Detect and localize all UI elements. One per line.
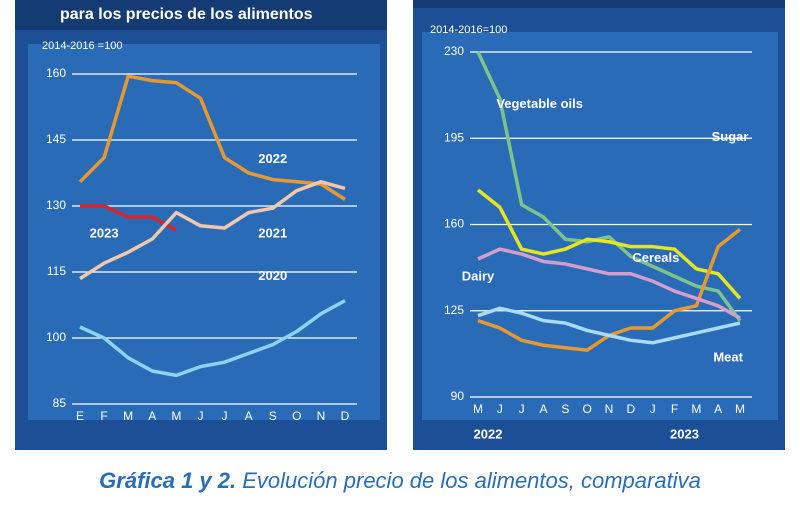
series-line [79,299,346,378]
title-band [413,0,785,8]
series-label: Cereals [632,250,679,265]
series-line [79,180,346,281]
x-tick-label: S [561,402,569,416]
x-tick-label: A [714,402,722,416]
x-tick-label: A [245,409,253,423]
unit-label: 2014-2016 =100 [42,40,122,52]
series-label: Dairy [462,268,495,283]
series-label: 2020 [258,268,287,283]
y-tick-label: 100 [46,330,66,344]
series-label: Sugar [712,129,749,144]
y-tick-label: 125 [444,303,464,317]
plot-area [422,32,778,420]
x-tick-label: S [269,409,277,423]
x-tick-label: F [100,409,107,423]
y-tick-label: 90 [451,389,465,403]
series-line [476,188,742,300]
series-line [80,204,178,232]
x-tick-label: J [519,402,525,416]
chart-title: para los precios de los alimentos [60,6,313,23]
x-tick-label: M [123,409,133,423]
caption: Gráfica 1 y 2. Evolución precio de los a… [99,468,701,493]
year-label: 2022 [474,426,503,441]
x-tick-label: O [292,409,301,423]
y-tick-label: 145 [46,132,66,146]
x-tick-label: O [582,402,591,416]
x-tick-label: J [197,409,203,423]
x-tick-label: J [222,409,228,423]
y-tick-label: 130 [46,198,66,212]
plot-area [28,44,380,420]
x-tick-label: D [341,409,350,423]
series-line [78,74,346,201]
title-band [15,0,387,30]
x-tick-label: N [317,409,326,423]
y-tick-label: 160 [444,217,464,231]
x-tick-label: J [650,402,656,416]
y-tick-label: 115 [47,264,66,278]
x-tick-label: J [497,402,503,416]
y-tick-label: 230 [444,44,464,58]
series-line [477,247,741,320]
x-tick-label: M [735,402,745,416]
series-label: Vegetable oils [496,96,583,111]
year-label: 2023 [670,426,699,441]
y-tick-label: 160 [46,66,66,80]
y-tick-label: 195 [444,130,464,144]
caption-bold: Gráfica 1 y 2. [99,468,236,493]
x-tick-label: N [605,402,614,416]
x-tick-label: E [76,409,84,423]
series-label: Meat [713,349,743,364]
series-line [477,306,741,345]
series-label: 2021 [258,226,287,241]
x-tick-label: D [626,402,635,416]
series-label: 2022 [258,151,287,166]
x-tick-label: M [691,402,701,416]
x-tick-label: A [539,402,547,416]
x-tick-label: M [171,409,181,423]
series-label: 2023 [90,225,119,240]
x-tick-label: M [473,402,483,416]
series-line [476,51,742,322]
x-tick-label: F [671,402,678,416]
x-tick-label: A [148,409,156,423]
caption-text: Evolución precio de los alimentos, compa… [236,468,701,493]
unit-label: 2014-2016=100 [430,24,507,36]
y-tick-label: 85 [53,396,67,410]
